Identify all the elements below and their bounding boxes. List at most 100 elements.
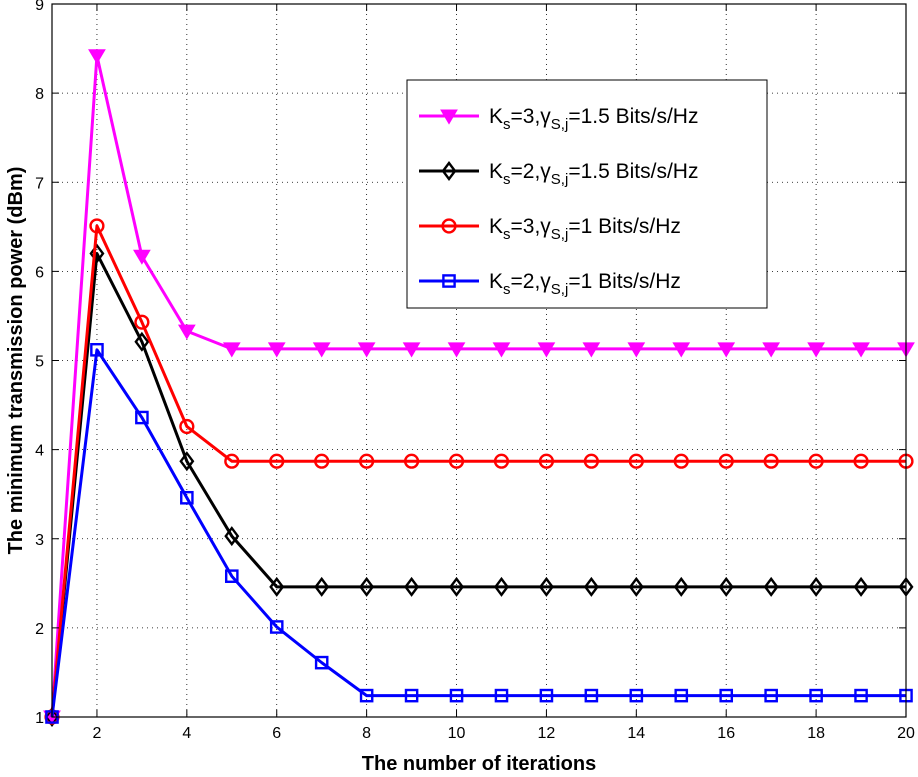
legend-text-part: =3,γ bbox=[511, 215, 552, 238]
legend-text-part: K bbox=[489, 215, 503, 238]
circle-marker bbox=[448, 453, 465, 469]
diamond-marker bbox=[134, 331, 150, 352]
circle-marker bbox=[314, 453, 330, 469]
circle-marker bbox=[224, 453, 240, 469]
legend-text-part: K bbox=[489, 270, 503, 293]
triangle-marker bbox=[88, 49, 106, 65]
y-tick-label: 6 bbox=[35, 264, 44, 281]
y-tick-label: 5 bbox=[35, 354, 44, 371]
circle-marker bbox=[808, 453, 824, 469]
legend-subscript: S,j bbox=[551, 226, 569, 243]
circle-marker bbox=[134, 314, 150, 330]
x-axis-label: The number of iterations bbox=[362, 753, 596, 775]
circle-marker bbox=[89, 218, 105, 234]
legend-text-part: =1 Bits/s/Hz bbox=[568, 270, 681, 293]
square-marker bbox=[854, 688, 868, 703]
legend-text-part: =1.5 Bits/s/Hz bbox=[568, 160, 698, 183]
square-marker bbox=[224, 569, 239, 583]
square-marker bbox=[135, 410, 149, 425]
legend-subscript: S,j bbox=[551, 171, 569, 188]
square-marker bbox=[674, 688, 689, 703]
diamond-marker bbox=[404, 576, 420, 597]
triangle-marker bbox=[717, 342, 736, 358]
legend-text-part: K bbox=[489, 105, 503, 128]
triangle-marker bbox=[492, 342, 511, 358]
legend-text-part: =1.5 Bits/s/Hz bbox=[568, 105, 698, 128]
diamond-marker bbox=[763, 576, 779, 597]
diamond-marker bbox=[493, 576, 509, 597]
triangle-marker bbox=[447, 342, 466, 358]
diamond-marker bbox=[89, 243, 105, 264]
triangle-marker bbox=[357, 342, 376, 358]
legend-subscript: s bbox=[503, 116, 511, 133]
triangle-marker bbox=[133, 249, 151, 265]
square-marker bbox=[494, 688, 509, 703]
triangle-marker bbox=[582, 342, 601, 358]
x-tick-label: 16 bbox=[717, 725, 735, 742]
legend-subscript: s bbox=[503, 281, 511, 298]
triangle-marker bbox=[440, 109, 458, 125]
legend-subscript: S,j bbox=[551, 116, 569, 133]
triangle-marker bbox=[627, 342, 646, 358]
square-marker bbox=[442, 274, 456, 288]
legend-entry-label: Ks=3,γS,j=1 Bits/s/Hz bbox=[489, 215, 681, 243]
y-tick-label: 3 bbox=[35, 532, 44, 549]
legend-subscript: s bbox=[503, 171, 511, 188]
triangle-marker bbox=[177, 324, 196, 340]
square-marker bbox=[629, 688, 644, 703]
circle-marker bbox=[538, 453, 555, 469]
triangle-marker bbox=[807, 342, 825, 358]
diamond-marker bbox=[449, 576, 465, 597]
square-marker bbox=[584, 688, 599, 703]
legend-text-part: =3,γ bbox=[511, 105, 552, 128]
diamond-marker bbox=[853, 576, 869, 597]
legend-subscript: S,j bbox=[551, 281, 569, 298]
legend-entry-label: Ks=2,γS,j=1 Bits/s/Hz bbox=[489, 270, 681, 298]
diamond-marker bbox=[628, 576, 644, 597]
legend-text-part: =1 Bits/s/Hz bbox=[568, 215, 681, 238]
y-tick-label: 2 bbox=[35, 621, 44, 638]
legend-text-part: =2,γ bbox=[511, 160, 552, 183]
circle-marker bbox=[441, 218, 457, 234]
series-line bbox=[50, 348, 906, 718]
circle-marker bbox=[853, 453, 869, 469]
circle-marker bbox=[493, 453, 510, 469]
legend-text-part: K bbox=[489, 160, 503, 183]
circle-marker bbox=[628, 453, 644, 469]
x-tick-label: 8 bbox=[362, 725, 371, 742]
diamond-marker bbox=[583, 576, 599, 597]
square-marker bbox=[314, 655, 329, 670]
y-tick-label: 4 bbox=[35, 443, 44, 460]
diamond-marker bbox=[808, 576, 824, 597]
circle-marker bbox=[403, 453, 420, 469]
x-tick-label: 12 bbox=[538, 725, 556, 742]
plot-series bbox=[43, 49, 915, 727]
x-tick-label: 10 bbox=[448, 725, 466, 742]
diamond-marker bbox=[673, 576, 689, 597]
circle-marker bbox=[359, 453, 375, 469]
circle-marker bbox=[718, 453, 734, 469]
square-marker bbox=[539, 688, 554, 703]
circle-marker bbox=[763, 453, 779, 469]
triangle-marker bbox=[267, 342, 286, 358]
triangle-marker bbox=[852, 342, 870, 358]
diamond-marker bbox=[441, 161, 457, 181]
circle-marker bbox=[673, 453, 689, 469]
square-marker bbox=[719, 688, 734, 703]
triangle-marker bbox=[222, 342, 241, 358]
diamond-marker bbox=[179, 451, 195, 472]
triangle-marker bbox=[762, 342, 781, 358]
square-marker bbox=[269, 620, 284, 634]
y-tick-label: 7 bbox=[35, 175, 44, 192]
triangle-marker bbox=[402, 342, 421, 358]
y-tick-label: 9 bbox=[35, 0, 44, 14]
series-2 bbox=[44, 218, 914, 725]
y-axis-label: The minimum transmission power (dBm) bbox=[5, 167, 27, 555]
square-marker bbox=[809, 688, 823, 703]
y-tick-label: 8 bbox=[35, 86, 44, 103]
triangle-marker bbox=[537, 342, 556, 358]
diamond-marker bbox=[314, 576, 330, 597]
diamond-marker bbox=[359, 576, 375, 597]
triangle-marker bbox=[672, 342, 691, 358]
